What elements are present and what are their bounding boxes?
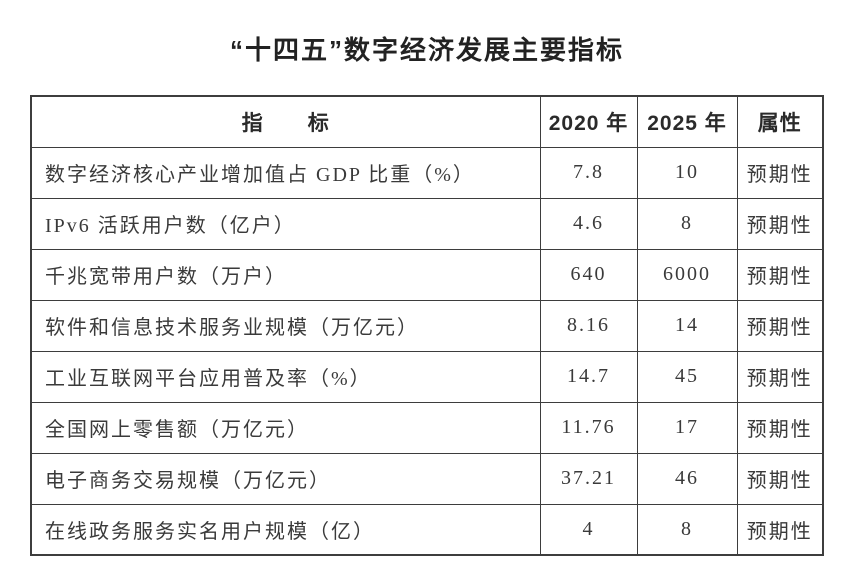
value-2025-cell: 6000 [636, 248, 738, 301]
value-2020-cell: 8.16 [539, 299, 638, 352]
value-2025-cell: 17 [636, 401, 738, 454]
table-row: IPv6 活跃用户数（亿户） 4.6 8 预期性 [30, 197, 824, 250]
value-2025-cell: 46 [636, 452, 738, 505]
table-row: 软件和信息技术服务业规模（万亿元） 8.16 14 预期性 [30, 299, 824, 352]
value-2025-cell: 14 [636, 299, 738, 352]
indicator-cell: 工业互联网平台应用普及率（%） [30, 350, 541, 403]
table-row: 在线政务服务实名用户规模（亿） 4 8 预期性 [30, 503, 824, 556]
table-row: 工业互联网平台应用普及率（%） 14.7 45 预期性 [30, 350, 824, 403]
indicator-cell: 数字经济核心产业增加值占 GDP 比重（%） [30, 146, 541, 199]
value-2020-cell: 7.8 [539, 146, 638, 199]
value-2020-cell: 4.6 [539, 197, 638, 250]
table-row: 千兆宽带用户数（万户） 640 6000 预期性 [30, 248, 824, 301]
header-2020: 2020 年 [539, 95, 638, 148]
attribute-cell: 预期性 [736, 197, 824, 250]
table-row: 电子商务交易规模（万亿元） 37.21 46 预期性 [30, 452, 824, 505]
table-row: 全国网上零售额（万亿元） 11.76 17 预期性 [30, 401, 824, 454]
attribute-cell: 预期性 [736, 146, 824, 199]
value-2020-cell: 4 [539, 503, 638, 556]
value-2020-cell: 14.7 [539, 350, 638, 403]
attribute-cell: 预期性 [736, 452, 824, 505]
indicator-cell: 软件和信息技术服务业规模（万亿元） [30, 299, 541, 352]
attribute-cell: 预期性 [736, 299, 824, 352]
value-2020-cell: 11.76 [539, 401, 638, 454]
indicator-cell: 千兆宽带用户数（万户） [30, 248, 541, 301]
table-header-row: 指 标 2020 年 2025 年 属性 [30, 95, 824, 148]
page-title: “十四五”数字经济发展主要指标 [229, 35, 624, 65]
table-row: 数字经济核心产业增加值占 GDP 比重（%） 7.8 10 预期性 [30, 146, 824, 199]
attribute-cell: 预期性 [736, 401, 824, 454]
value-2020-cell: 640 [539, 248, 638, 301]
attribute-cell: 预期性 [736, 350, 824, 403]
indicator-cell: 电子商务交易规模（万亿元） [30, 452, 541, 505]
value-2025-cell: 8 [636, 503, 738, 556]
value-2025-cell: 45 [636, 350, 738, 403]
attribute-cell: 预期性 [736, 248, 824, 301]
header-2025: 2025 年 [636, 95, 738, 148]
header-indicator: 指 标 [30, 95, 541, 148]
value-2025-cell: 8 [636, 197, 738, 250]
indicator-cell: 全国网上零售额（万亿元） [30, 401, 541, 454]
value-2025-cell: 10 [636, 146, 738, 199]
indicators-table: 指 标 2020 年 2025 年 属性 数字经济核心产业增加值占 GDP 比重… [30, 95, 824, 556]
attribute-cell: 预期性 [736, 503, 824, 556]
value-2020-cell: 37.21 [539, 452, 638, 505]
indicator-cell: 在线政务服务实名用户规模（亿） [30, 503, 541, 556]
indicator-cell: IPv6 活跃用户数（亿户） [30, 197, 541, 250]
header-attribute: 属性 [736, 95, 824, 148]
